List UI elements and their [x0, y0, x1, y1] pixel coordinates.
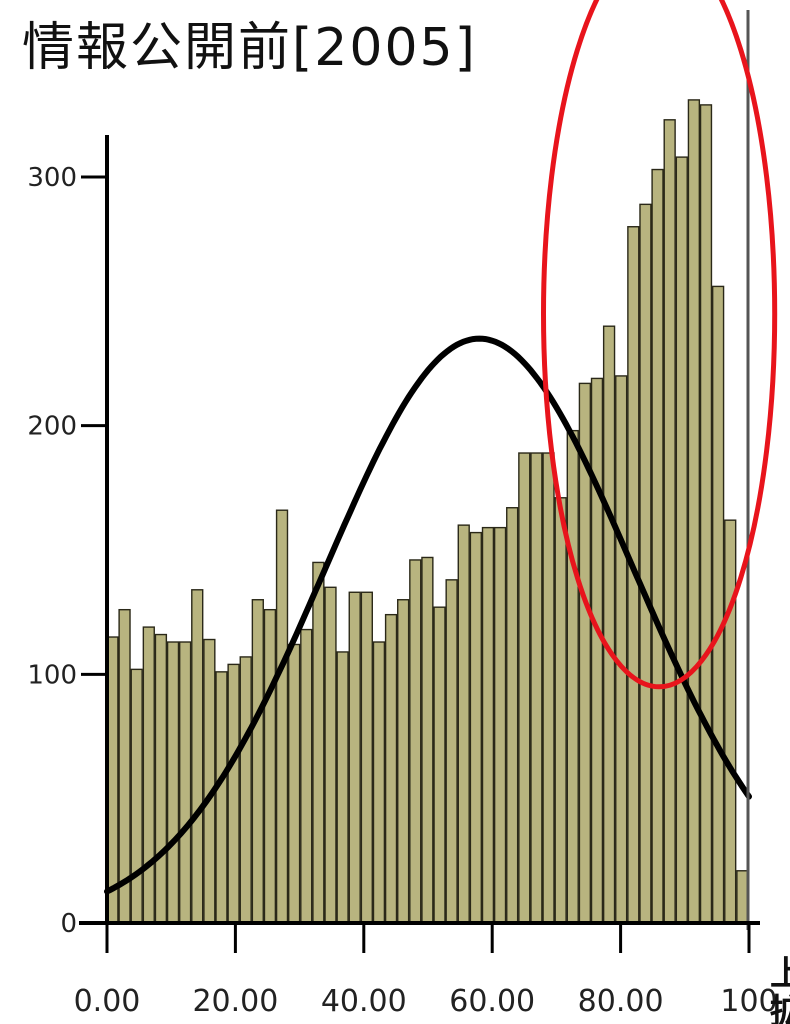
histogram-bar — [421, 556, 434, 924]
histogram-bar — [469, 531, 483, 924]
y-tick-label: 300 — [27, 163, 77, 193]
histogram-bar — [324, 586, 337, 924]
histogram-bar — [384, 613, 398, 924]
histogram-bar — [651, 168, 664, 924]
normal-fit-curve — [104, 335, 752, 895]
histogram-bar — [191, 589, 204, 924]
x-tick-label: 60.00 — [449, 984, 535, 1019]
y-tick-label: 200 — [27, 412, 77, 442]
histogram-bar — [130, 668, 143, 924]
histogram-bar — [699, 104, 713, 924]
histogram-bar — [518, 452, 531, 924]
histogram-bar — [687, 99, 701, 924]
histogram-bar — [724, 519, 737, 924]
histogram-bar — [397, 599, 410, 924]
histogram-bar — [433, 606, 446, 924]
x-tick-label: 100 — [720, 984, 777, 1019]
histogram-bar — [493, 526, 507, 924]
histogram-bar — [506, 507, 519, 924]
histogram-bar — [154, 633, 168, 924]
histogram-bar — [481, 526, 495, 924]
histogram-bar — [215, 671, 228, 924]
histogram-bar — [203, 638, 216, 924]
histogram-bar — [360, 591, 373, 924]
histogram-bar — [566, 429, 579, 924]
histogram-bar — [445, 579, 458, 924]
histogram-bar — [530, 452, 543, 924]
histogram-bar — [409, 559, 422, 924]
histogram-bar — [675, 156, 688, 924]
y-tick-label: 0 — [60, 909, 77, 939]
histogram-bar — [542, 452, 555, 924]
histogram-bar — [736, 870, 749, 924]
histogram-bar — [348, 591, 361, 924]
histogram-bar — [166, 641, 180, 924]
highlight-ellipse — [541, 0, 778, 690]
histogram-bar — [263, 608, 277, 924]
histogram-bar — [227, 663, 240, 924]
x-tick-label: 40.00 — [321, 984, 407, 1019]
histogram-bar — [602, 325, 616, 924]
y-tick-label: 100 — [27, 660, 77, 690]
x-tick-label: 80.00 — [578, 984, 664, 1019]
histogram-bar — [663, 119, 676, 924]
y-axis: 0 100 200 300 — [27, 135, 109, 939]
histogram-bar — [372, 641, 386, 924]
histogram-bar — [336, 651, 349, 924]
x-tick-label: 20.00 — [192, 984, 278, 1019]
histogram-bar — [288, 643, 301, 924]
cut-off-char: 上 — [770, 954, 790, 994]
x-axis: 0.00 20.00 40.00 60.00 80.00 100 — [74, 921, 778, 1019]
histogram-bar — [711, 285, 725, 924]
histogram-bar — [142, 626, 155, 924]
histogram-bar — [639, 203, 652, 924]
chart-title: 情報公開前[2005] — [22, 18, 477, 78]
histogram-bar — [178, 641, 192, 924]
histogram-bar — [275, 509, 289, 924]
bars-layer — [106, 99, 749, 924]
histogram-bar — [615, 375, 628, 924]
histogram-bar — [239, 656, 252, 924]
cut-off-char: 拡 — [770, 992, 790, 1024]
histogram-bar — [554, 497, 567, 924]
histogram-bar — [457, 524, 470, 924]
x-tick-label: 0.00 — [74, 984, 141, 1019]
histogram-bar — [590, 377, 604, 924]
cut-off-label: 上拡 — [770, 954, 790, 1024]
histogram-bar — [300, 628, 313, 924]
histogram-bar — [251, 599, 264, 924]
histogram-bar — [312, 561, 325, 924]
